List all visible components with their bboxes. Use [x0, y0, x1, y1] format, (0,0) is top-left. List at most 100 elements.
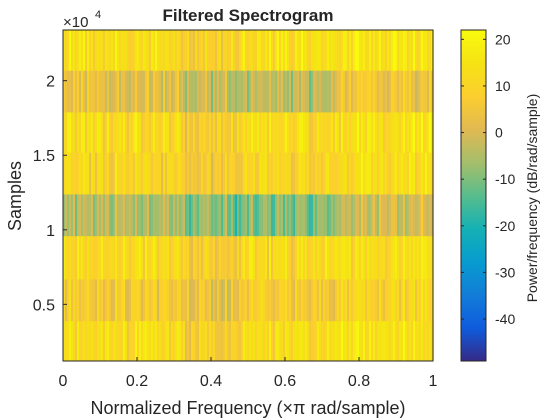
heatmap-cell	[117, 152, 120, 195]
heatmap-cell	[421, 152, 424, 195]
heatmap-cell	[85, 30, 88, 71]
heatmap-cell	[261, 279, 264, 322]
heatmap-cell	[97, 70, 100, 113]
heatmap-cell	[343, 320, 346, 362]
heatmap-cell	[123, 235, 126, 280]
heatmap-cell	[315, 112, 318, 153]
heatmap-cell	[107, 235, 110, 280]
heatmap-cell	[167, 235, 170, 280]
heatmap-cell	[243, 30, 246, 71]
heatmap-cell	[307, 279, 310, 322]
heatmap-cell	[285, 112, 288, 153]
heatmap-cell	[257, 279, 260, 322]
heatmap-cell	[107, 70, 110, 113]
heatmap-cell	[185, 320, 188, 362]
heatmap-cell	[143, 320, 146, 362]
heatmap-cell	[255, 112, 258, 153]
heatmap-cell	[239, 235, 242, 280]
heatmap-cell	[113, 235, 116, 280]
heatmap-cell	[319, 320, 322, 362]
heatmap-cell	[421, 235, 424, 280]
heatmap-cell	[189, 235, 192, 280]
heatmap-cell	[85, 112, 88, 153]
heatmap-cell	[249, 70, 252, 113]
heatmap-cell	[347, 279, 350, 322]
heatmap-cell	[77, 235, 80, 280]
heatmap-cell	[381, 70, 384, 113]
heatmap-cell	[119, 30, 122, 71]
heatmap-cell	[423, 194, 426, 237]
heatmap-cell	[299, 70, 302, 113]
heatmap-cell	[207, 279, 210, 322]
heatmap-cell	[407, 70, 410, 113]
heatmap-cell	[245, 194, 248, 237]
heatmap-cell	[263, 320, 266, 362]
heatmap-cell	[207, 70, 210, 113]
heatmap-cell	[371, 70, 374, 113]
heatmap-cell	[359, 30, 362, 71]
heatmap-cell	[171, 320, 174, 362]
heatmap-cell	[137, 152, 140, 195]
heatmap-cell	[415, 194, 418, 237]
heatmap-cell	[367, 194, 370, 237]
heatmap-cell	[257, 235, 260, 280]
heatmap-cell	[195, 30, 198, 71]
heatmap-cell	[121, 70, 124, 113]
heatmap-cell	[337, 70, 340, 113]
heatmap-cell	[393, 279, 396, 322]
heatmap-cell	[91, 112, 94, 153]
heatmap-cell	[127, 70, 130, 113]
heatmap-cell	[85, 235, 88, 280]
heatmap-cell	[347, 112, 350, 153]
heatmap-cell	[225, 235, 228, 280]
heatmap-cell	[425, 70, 428, 113]
heatmap-cell	[279, 112, 282, 153]
heatmap-cell	[363, 70, 366, 113]
heatmap-cell	[167, 194, 170, 237]
heatmap-cell	[201, 30, 204, 71]
heatmap-cell	[219, 112, 222, 153]
heatmap-cell	[165, 70, 168, 113]
heatmap-cell	[179, 194, 182, 237]
heatmap-cell	[387, 30, 390, 71]
heatmap-cell	[145, 30, 148, 71]
heatmap-cell	[101, 152, 104, 195]
heatmap-cell	[197, 30, 200, 71]
heatmap-cell	[221, 112, 224, 153]
heatmap-cell	[303, 70, 306, 113]
heatmap-cell	[195, 279, 198, 322]
heatmap-cell	[349, 194, 352, 237]
heatmap-cell	[121, 320, 124, 362]
heatmap-cell	[389, 30, 392, 71]
heatmap-cell	[431, 279, 434, 322]
heatmap-cell	[285, 320, 288, 362]
heatmap-cell	[251, 235, 254, 280]
heatmap-cell	[237, 279, 240, 322]
heatmap-cell	[283, 70, 286, 113]
heatmap-cell	[349, 152, 352, 195]
heatmap-cell	[157, 112, 160, 153]
heatmap-cell	[115, 30, 118, 71]
heatmap-cell	[221, 152, 224, 195]
heatmap-cell	[407, 30, 410, 71]
heatmap-cell	[325, 194, 328, 237]
heatmap-cell	[277, 235, 280, 280]
heatmap-cell	[387, 235, 390, 280]
heatmap-cell	[97, 30, 100, 71]
heatmap-cell	[231, 235, 234, 280]
heatmap-cell	[333, 30, 336, 71]
heatmap-cell	[83, 152, 86, 195]
heatmap-cell	[287, 152, 290, 195]
heatmap-cell	[285, 30, 288, 71]
heatmap-cell	[141, 30, 144, 71]
heatmap-cell	[129, 30, 132, 71]
heatmap-cell	[373, 152, 376, 195]
heatmap-cell	[277, 70, 280, 113]
heatmap-cell	[249, 194, 252, 237]
heatmap-cell	[245, 279, 248, 322]
heatmap-cell	[309, 194, 312, 237]
heatmap-cell	[429, 279, 432, 322]
heatmap-cell	[163, 279, 166, 322]
heatmap-cell	[369, 70, 372, 113]
heatmap-cell	[349, 70, 352, 113]
